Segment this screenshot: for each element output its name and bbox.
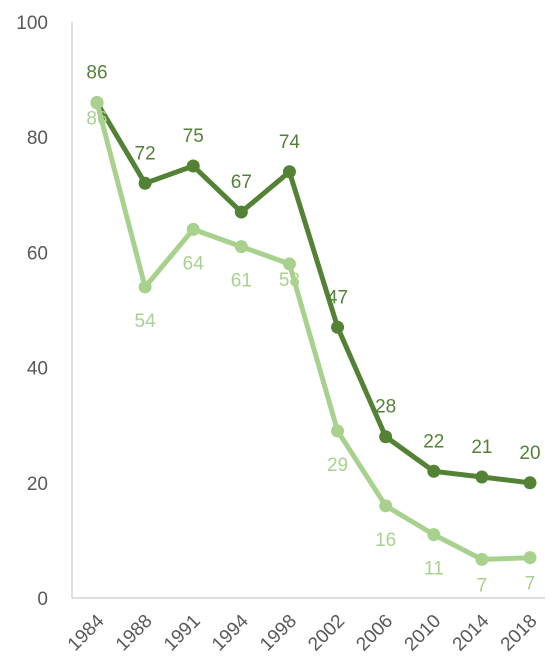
series-layer: [90, 96, 537, 566]
x-tick-label: 1994: [208, 610, 253, 655]
data-label: 67: [231, 172, 252, 193]
x-tick-label: 2002: [304, 611, 349, 656]
data-point: [427, 528, 441, 542]
data-label: 28: [375, 397, 396, 418]
data-label: 21: [471, 437, 492, 458]
data-label: 7: [477, 575, 488, 596]
data-point: [186, 222, 200, 236]
y-tick-label: 40: [27, 359, 48, 380]
x-tick-label: 2006: [352, 611, 397, 656]
data-label: 22: [423, 431, 444, 452]
series-line: [94, 100, 533, 486]
y-tick-label: 20: [27, 474, 48, 495]
data-label: 7: [525, 574, 536, 595]
data-point: [379, 499, 393, 513]
data-point: [475, 552, 489, 566]
x-tick-label: 2010: [401, 611, 446, 656]
data-label: 86: [86, 109, 107, 130]
data-point: [331, 424, 345, 438]
data-label: 16: [375, 530, 396, 551]
data-point: [379, 430, 393, 444]
data-point: [90, 96, 104, 110]
x-tick-label: 2018: [497, 611, 542, 656]
data-label: 20: [519, 443, 540, 464]
data-label: 58: [279, 270, 300, 291]
y-tick-label: 80: [27, 128, 48, 149]
data-label: 61: [231, 271, 252, 292]
data-label: 64: [183, 253, 205, 274]
data-point: [523, 551, 537, 565]
data-point: [234, 240, 248, 254]
data-point: [138, 176, 152, 190]
data-point: [282, 165, 296, 179]
data-label: 74: [279, 132, 301, 153]
data-point: [282, 257, 296, 271]
data-label: 54: [135, 311, 157, 332]
data-point: [427, 464, 441, 478]
y-tick-label: 0: [37, 589, 48, 610]
data-point: [234, 205, 248, 219]
data-label: 29: [327, 455, 348, 476]
x-tick-label: 1984: [64, 610, 109, 655]
x-tick-label: 1988: [112, 611, 157, 656]
data-label: 11: [424, 559, 444, 580]
data-label: 75: [183, 126, 204, 147]
x-tick-label: 2014: [449, 610, 494, 655]
data-point: [186, 159, 200, 173]
data-point: [475, 470, 489, 484]
data-point: [331, 320, 345, 334]
data-label: 72: [135, 143, 156, 164]
x-tick-label: 1998: [256, 611, 301, 656]
series-line: [94, 100, 533, 562]
data-labels: 86 72 75 67 74 47 28 22 21 20 86 54 64 61 58 29 16 11 7 7: [86, 63, 540, 597]
y-tick-label: 60: [27, 243, 48, 264]
data-label: 86: [86, 63, 107, 84]
data-point: [138, 280, 152, 294]
x-tick-label: 1991: [160, 611, 205, 656]
y-tick-label: 100: [16, 13, 48, 34]
data-point: [523, 476, 537, 490]
data-label: 47: [327, 287, 348, 308]
